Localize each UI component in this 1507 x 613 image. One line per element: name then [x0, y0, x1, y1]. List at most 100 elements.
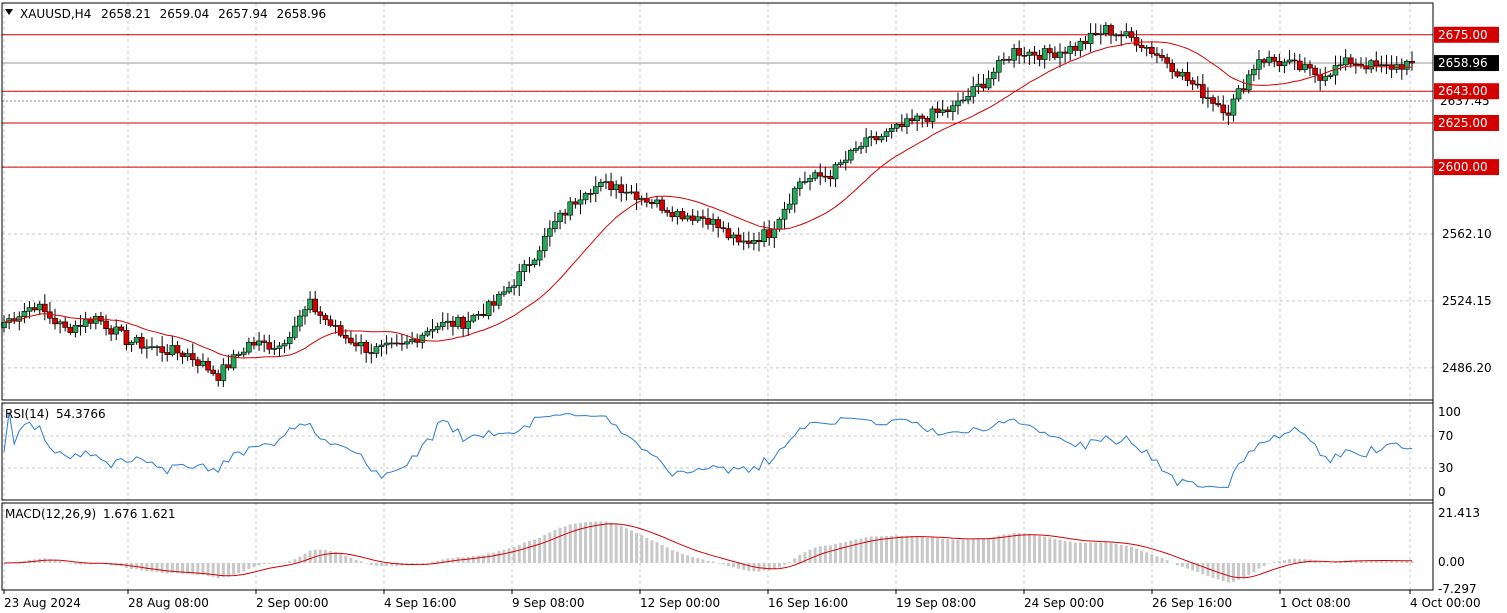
macd-bar	[522, 542, 526, 563]
bull-candle	[710, 219, 716, 225]
macd-bar	[257, 562, 261, 566]
macd-tick-label: 21.413	[1438, 506, 1480, 520]
macd-bar	[941, 538, 945, 563]
macd-bar	[645, 537, 649, 563]
macd-bar	[349, 558, 353, 563]
bear-candle	[1184, 72, 1191, 81]
macd-bar	[1323, 562, 1327, 563]
bull-candle	[271, 348, 278, 350]
macd-bar	[247, 562, 251, 569]
macd-bar	[1084, 543, 1088, 563]
macd-bar	[1369, 560, 1373, 563]
bull-candle	[684, 215, 691, 220]
macd-bar	[680, 553, 684, 563]
time-tick-label: 4 Sep 16:00	[384, 596, 456, 610]
macd-bar	[742, 562, 746, 570]
macd-bar	[793, 558, 797, 563]
macd-bar	[308, 550, 312, 563]
macd-bar	[563, 526, 567, 563]
bear-candle	[123, 330, 130, 345]
macd-bar	[895, 535, 899, 563]
macd-bar	[1058, 540, 1062, 563]
ma-line	[3, 41, 1413, 359]
bull-candle	[791, 188, 798, 205]
bear-candle	[317, 311, 324, 316]
macd-bar	[936, 538, 940, 563]
macd-bar	[981, 538, 985, 563]
bull-candle	[802, 181, 808, 183]
macd-bar	[48, 559, 52, 563]
macd-bar	[890, 535, 894, 563]
macd-bar	[1038, 536, 1042, 563]
bull-candle	[812, 172, 818, 179]
macd-bar	[691, 557, 695, 563]
bear-candle	[1194, 83, 1201, 86]
bear-candle	[746, 240, 752, 244]
bear-candle	[1353, 63, 1359, 66]
dropdown-triangle-icon[interactable]	[5, 9, 13, 15]
macd-bar	[619, 526, 623, 563]
macd-bar	[517, 544, 521, 563]
bull-candle	[868, 136, 875, 139]
bear-candle	[735, 234, 742, 243]
macd-bar	[599, 521, 603, 563]
bear-candle	[705, 218, 711, 225]
level-tag-label: 2643.00	[1438, 84, 1488, 98]
macd-bar	[573, 523, 577, 563]
bear-candle	[766, 229, 773, 238]
macd-bar	[201, 562, 205, 575]
macd-bar	[584, 522, 588, 563]
bull-candle	[761, 229, 767, 243]
bull-candle	[445, 320, 451, 323]
bull-candle	[1286, 59, 1293, 63]
bull-candle	[837, 162, 844, 165]
macd-bar	[1216, 562, 1220, 580]
macd-bar	[864, 537, 868, 563]
macd-bar	[1400, 561, 1404, 563]
macd-bar	[410, 562, 414, 565]
macd-bar	[670, 550, 674, 563]
macd-bar	[538, 537, 542, 563]
macd-bar	[436, 560, 440, 563]
macd-bar	[145, 562, 149, 572]
macd-bar	[767, 562, 771, 571]
bear-candle	[1108, 25, 1114, 36]
bear-candle	[689, 215, 696, 221]
macd-bar	[191, 562, 195, 575]
bull-candle	[1098, 33, 1104, 35]
bull-candle	[516, 271, 523, 287]
macd-bar	[206, 562, 210, 576]
macd-bar	[1150, 554, 1154, 563]
macd-bar	[1191, 562, 1195, 571]
svg-text:XAUUSD,H4 2658.21: XAUUSD,H4 2658.21 2659.04 2657.94 2658.9…	[20, 7, 326, 21]
macd-bar	[221, 562, 225, 578]
bull-candle	[93, 316, 99, 324]
bull-candle	[848, 150, 854, 161]
bear-candle	[353, 342, 359, 347]
macd-bar	[272, 562, 276, 564]
macd-bar	[1206, 562, 1210, 577]
bear-candle	[1261, 59, 1267, 63]
bear-candle	[1200, 84, 1206, 99]
bull-candle	[1337, 64, 1344, 67]
bear-candle	[562, 212, 568, 216]
panel-frames	[1, 2, 1434, 591]
macd-bar	[160, 562, 164, 573]
bull-candle	[1322, 76, 1329, 81]
bull-candle	[220, 364, 227, 381]
bear-candle	[363, 342, 370, 353]
bull-candle	[1235, 88, 1242, 100]
bull-candle	[235, 354, 242, 356]
macd-bar	[298, 556, 302, 563]
macd-bar	[548, 532, 552, 563]
bear-candle	[261, 340, 267, 343]
macd-bar	[369, 562, 373, 566]
bear-candle	[52, 317, 58, 325]
bull-candle	[1011, 48, 1017, 61]
macd-bar	[696, 558, 700, 563]
bull-candle	[1103, 25, 1109, 34]
bear-candle	[1036, 54, 1043, 60]
bull-candle	[1113, 34, 1119, 37]
macd-bar	[288, 561, 292, 563]
bear-candle	[756, 239, 762, 243]
